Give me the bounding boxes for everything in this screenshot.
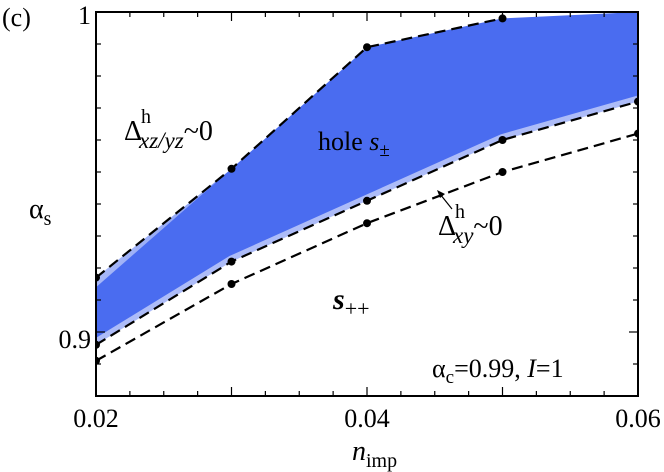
x-axis-label: nimp bbox=[352, 436, 397, 472]
hole-spm-label: hole s± bbox=[318, 127, 390, 161]
region-upper-fade bbox=[96, 12, 503, 288]
y-tick-label-1: 1 bbox=[78, 1, 91, 30]
data-points bbox=[96, 14, 638, 365]
boundary-curve-boundary-upper bbox=[96, 17, 503, 279]
x-tick-label-0: 0.02 bbox=[73, 404, 119, 433]
data-point-boundary-upper-1 bbox=[227, 164, 236, 173]
data-point-boundary-middle-2 bbox=[363, 196, 371, 205]
s-plus-plus-label: s++ bbox=[332, 283, 370, 321]
x-tick-label-1: 0.04 bbox=[344, 404, 390, 433]
data-point-boundary-lower-1 bbox=[227, 280, 236, 288]
data-point-boundary-upper-2 bbox=[363, 43, 371, 52]
parameters-label: αc=0.99, I=1 bbox=[432, 354, 564, 388]
delta-xzyz-label: Δh xz/yz~0 bbox=[124, 106, 213, 153]
data-point-boundary-lower-3 bbox=[498, 168, 507, 176]
axis-ticks bbox=[95, 11, 639, 397]
boundary-curve-boundary-lower bbox=[96, 132, 638, 362]
y-tick-label-0: 0.9 bbox=[59, 325, 92, 354]
data-point-boundary-middle-1 bbox=[227, 257, 236, 266]
panel-label: (c) bbox=[2, 3, 31, 32]
data-point-boundary-middle-3 bbox=[498, 136, 507, 144]
delta-xy-label: Δh xy~0 bbox=[438, 201, 503, 248]
x-tick-label-2: 0.06 bbox=[615, 404, 661, 433]
delta-xy-arrow bbox=[437, 190, 453, 210]
data-point-boundary-lower-2 bbox=[363, 219, 371, 228]
y-axis-label: αs bbox=[29, 194, 52, 230]
